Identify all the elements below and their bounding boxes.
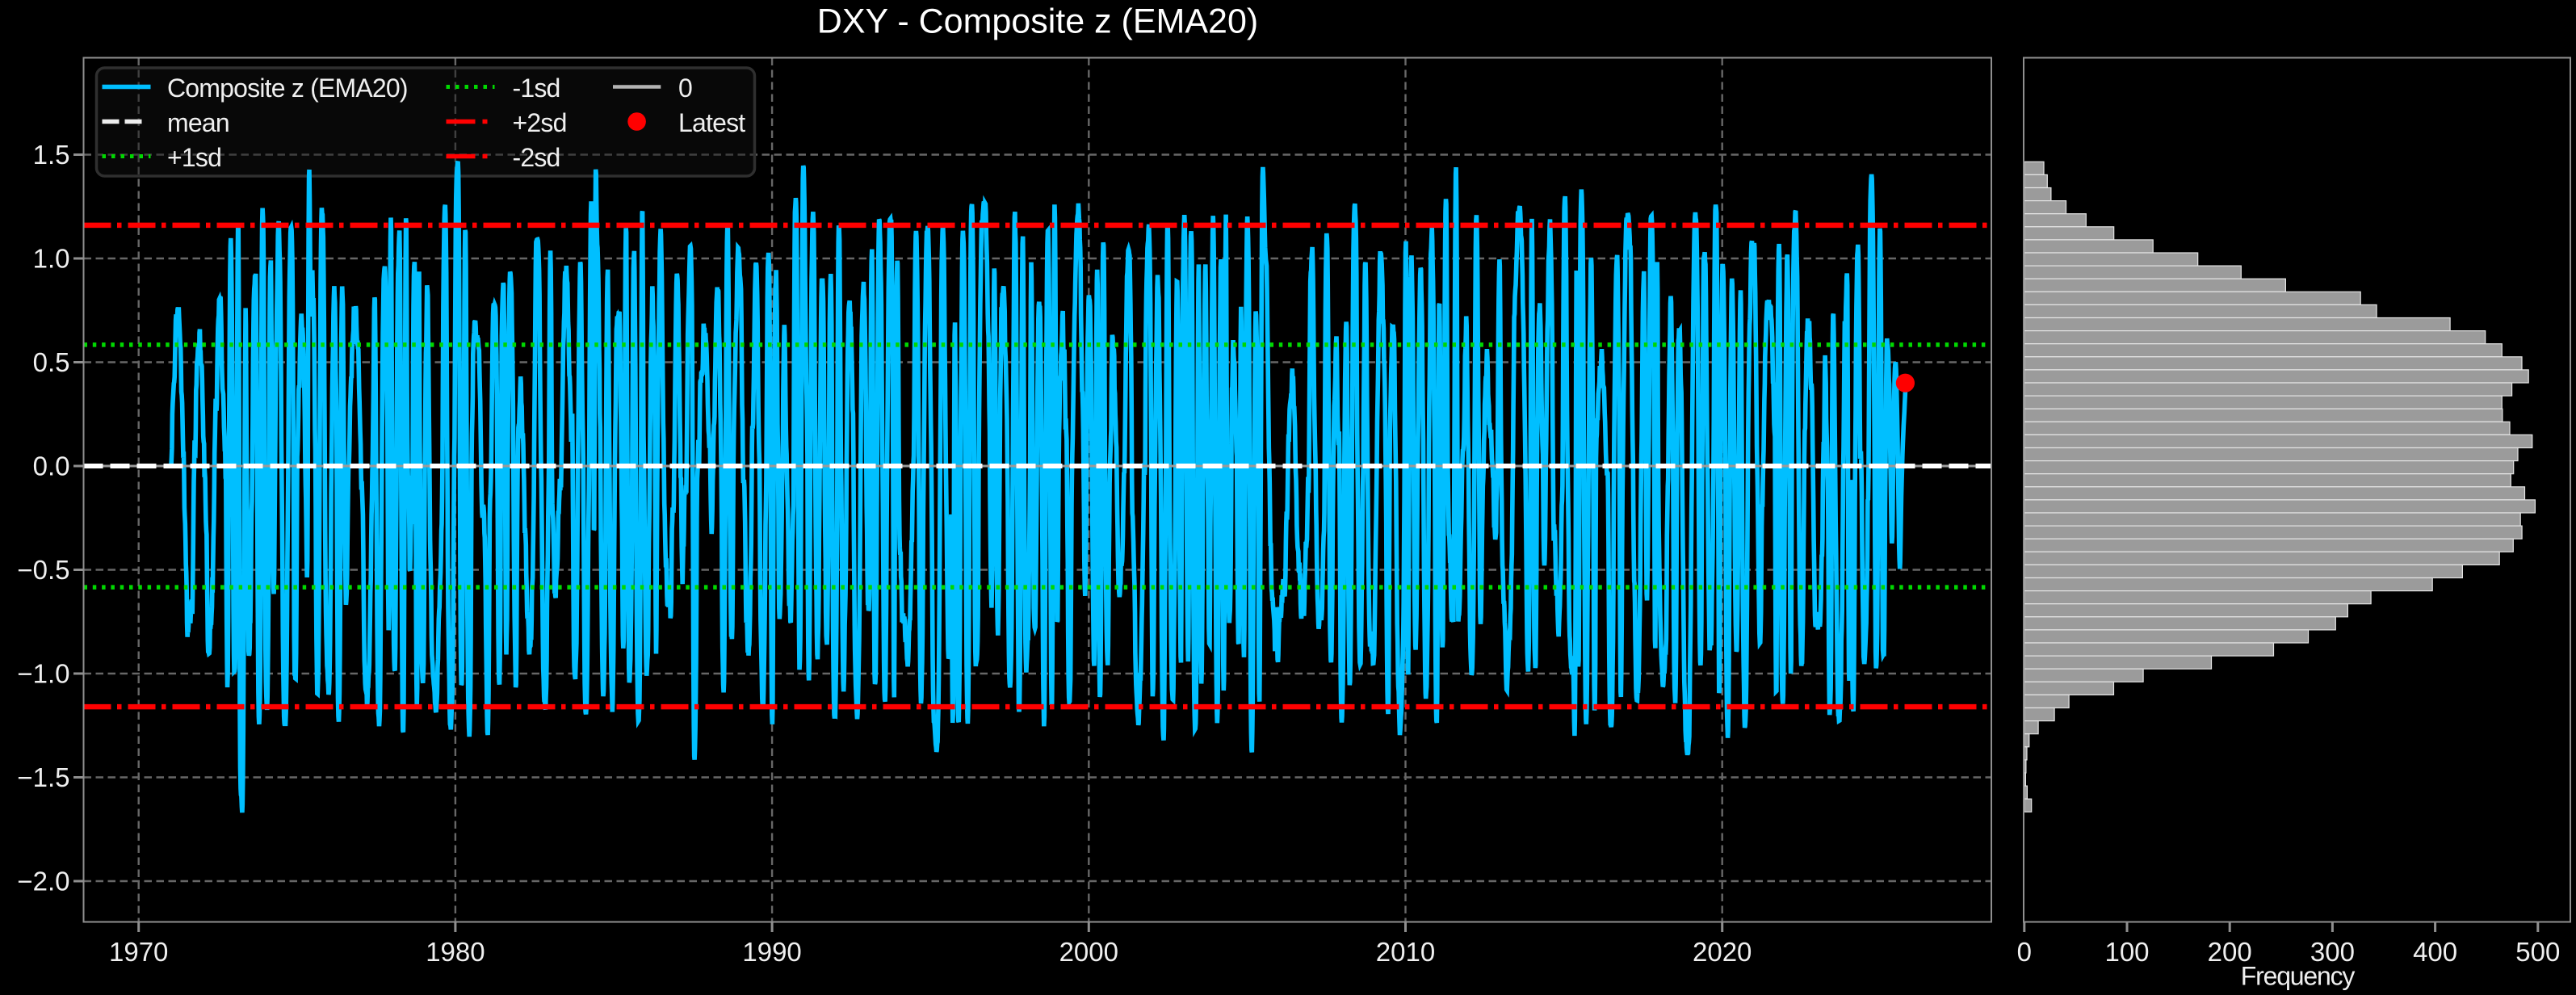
svg-text:200: 200 [2208, 937, 2252, 967]
svg-text:400: 400 [2413, 937, 2457, 967]
svg-text:0.5: 0.5 [33, 347, 70, 377]
svg-text:Latest: Latest [678, 108, 745, 137]
svg-text:1.5: 1.5 [33, 140, 70, 170]
svg-text:1.0: 1.0 [33, 244, 70, 274]
svg-text:-2sd: -2sd [513, 143, 560, 172]
svg-text:0.0: 0.0 [33, 451, 70, 481]
svg-text:-1sd: -1sd [513, 73, 560, 103]
svg-text:+2sd: +2sd [513, 108, 567, 137]
svg-text:−1.5: −1.5 [17, 762, 69, 792]
svg-text:300: 300 [2310, 937, 2355, 967]
svg-text:−2.0: −2.0 [17, 867, 69, 896]
svg-text:Frequency: Frequency [2241, 962, 2356, 991]
svg-text:2010: 2010 [1376, 937, 1435, 967]
svg-text:1970: 1970 [109, 937, 168, 967]
svg-text:2020: 2020 [1693, 937, 1752, 967]
svg-text:0: 0 [2017, 937, 2032, 967]
svg-text:−0.5: −0.5 [17, 555, 69, 585]
svg-text:+1sd: +1sd [167, 143, 221, 172]
svg-text:500: 500 [2515, 937, 2560, 967]
svg-text:100: 100 [2104, 937, 2149, 967]
svg-text:1990: 1990 [742, 937, 801, 967]
svg-text:0: 0 [678, 73, 692, 103]
svg-text:1980: 1980 [426, 937, 485, 967]
svg-text:−1.0: −1.0 [17, 659, 69, 689]
svg-text:mean: mean [167, 108, 229, 137]
svg-text:DXY - Composite z (EMA20): DXY - Composite z (EMA20) [817, 2, 1258, 41]
svg-text:2000: 2000 [1059, 937, 1118, 967]
svg-text:Composite z (EMA20): Composite z (EMA20) [167, 73, 408, 103]
